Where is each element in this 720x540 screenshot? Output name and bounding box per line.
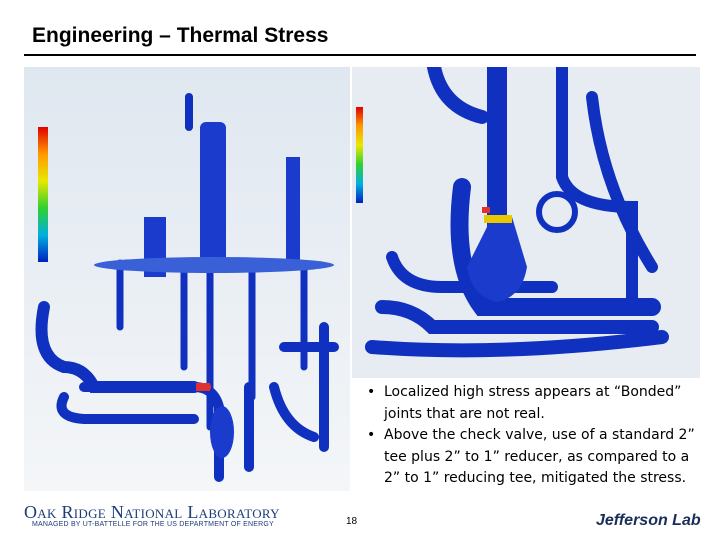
bullet: Localized high stress appears at “Bonded… <box>362 382 702 425</box>
fea-image-right <box>352 67 700 378</box>
title-rule <box>24 54 696 56</box>
bullet: Above the check valve, use of a standard… <box>362 425 702 490</box>
bullet-list: Localized high stress appears at “Bonded… <box>362 382 702 490</box>
page-number: 18 <box>346 516 358 527</box>
partner-logo: Jefferson Lab <box>596 512 701 529</box>
fea-image-left <box>24 67 350 491</box>
org-logo: Oak Ridge National Laboratory <box>24 502 280 522</box>
slide-title: Engineering – Thermal Stress <box>32 24 329 47</box>
org-subtitle: MANAGED BY UT-BATTELLE FOR THE US DEPART… <box>32 521 274 528</box>
